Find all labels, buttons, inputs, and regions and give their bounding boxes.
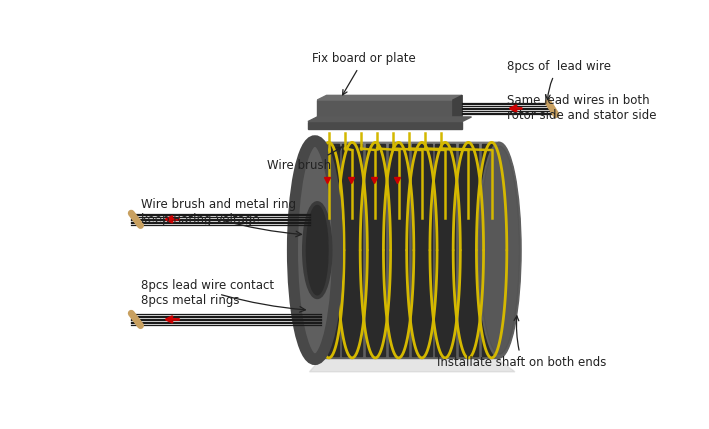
Text: 8pcs lead wire contact
8pcs metal rings: 8pcs lead wire contact 8pcs metal rings (141, 278, 274, 307)
Text: Wire brush: Wire brush (267, 147, 342, 172)
Polygon shape (453, 95, 462, 121)
Polygon shape (308, 117, 471, 121)
Ellipse shape (306, 205, 328, 295)
Text: Same lead wires in both
rotor side and stator side: Same lead wires in both rotor side and s… (507, 94, 657, 122)
Polygon shape (389, 144, 408, 356)
Polygon shape (317, 142, 499, 358)
Ellipse shape (479, 146, 520, 354)
Polygon shape (366, 144, 385, 356)
Text: Installate shaft on both ends: Installate shaft on both ends (437, 316, 607, 369)
Polygon shape (319, 144, 339, 356)
Polygon shape (412, 144, 432, 356)
Text: 8pcs of  lead wire: 8pcs of lead wire (507, 60, 611, 100)
Polygon shape (317, 142, 499, 148)
Ellipse shape (296, 142, 338, 358)
Polygon shape (310, 354, 515, 372)
Polygon shape (308, 121, 462, 129)
Text: Wire brush and metal ring
keep Rating Voltage: Wire brush and metal ring keep Rating Vo… (141, 198, 296, 226)
Polygon shape (317, 95, 462, 100)
Polygon shape (342, 144, 362, 356)
Ellipse shape (478, 142, 521, 358)
Polygon shape (482, 144, 501, 356)
Polygon shape (459, 144, 478, 356)
Polygon shape (435, 144, 455, 356)
Text: Fix board or plate: Fix board or plate (312, 52, 415, 95)
Polygon shape (317, 100, 453, 121)
